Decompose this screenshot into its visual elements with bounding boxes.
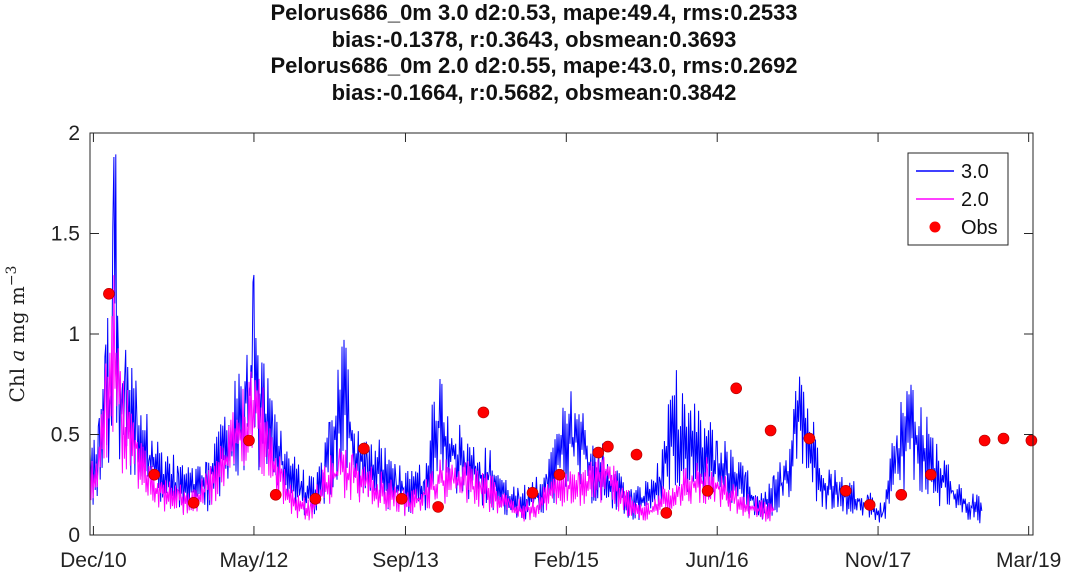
obs-point-25 — [978, 434, 991, 447]
series-line-3-0 — [89, 154, 983, 524]
legend-label-2: Obs — [961, 217, 998, 239]
obs-point-8 — [395, 492, 408, 505]
obs-point-2 — [148, 468, 161, 481]
x-tick-label-6: Mar/19 — [996, 549, 1061, 572]
obs-point-11 — [526, 486, 539, 499]
axis-ticks: 0 0.5 1 1.5 2 Dec/10 May/12 Sep/13 Feb/15 Jun/16 N… — [51, 122, 1062, 572]
title-line-1: Pelorus686_0m 3.0 d2:0.53, mape:49.4, rm… — [270, 0, 798, 25]
obs-point-10 — [477, 406, 490, 419]
y-tick-label-4: 2 — [68, 122, 80, 145]
x-tick-label-1: May/12 — [220, 549, 289, 572]
obs-point-14 — [602, 440, 614, 453]
obs-point-24 — [924, 468, 937, 481]
obs-point-1 — [103, 287, 115, 300]
obs-point-27 — [1025, 434, 1038, 447]
title-line-4: bias:-0.1664, r:0.5682, obsmean:0.3842 — [331, 79, 737, 105]
obs-point-21 — [839, 484, 852, 497]
legend-swatch-2 — [929, 221, 941, 233]
obs-point-13 — [592, 446, 605, 459]
chart-title: Pelorus686_0m 3.0 d2:0.53, mape:49.4, rm… — [0, 0, 1068, 106]
title-line-2: bias:-0.1378, r:0.3643, obsmean:0.3693 — [331, 26, 737, 52]
obs-point-19 — [764, 424, 777, 437]
obs-point-7 — [358, 442, 370, 455]
obs-point-26 — [997, 432, 1010, 445]
obs-point-12 — [553, 468, 566, 481]
y-tick-label-3: 1.5 — [51, 223, 80, 246]
obs-point-18 — [730, 382, 743, 395]
x-tick-label-2: Sep/13 — [372, 549, 439, 572]
obs-point-15 — [630, 448, 643, 461]
obs-point-16 — [660, 507, 673, 519]
y-axis-label: Chl a mg m−3 — [4, 266, 29, 403]
y-tick-label-2: 1 — [68, 323, 80, 346]
title-line-3: Pelorus686_0m 2.0 d2:0.55, mape:43.0, rm… — [270, 53, 798, 78]
obs-point-4 — [243, 434, 255, 447]
obs-point-20 — [803, 432, 816, 445]
x-tick-label-4: Jun/16 — [686, 549, 749, 572]
x-tick-label-3: Feb/15 — [534, 549, 599, 572]
legend-label-0: 3.0 — [961, 161, 989, 183]
observation-markers — [103, 287, 1038, 519]
obs-point-5 — [269, 488, 282, 501]
x-tick-label-5: Nov/17 — [845, 549, 912, 572]
obs-point-17 — [701, 484, 714, 497]
series-layer — [89, 154, 983, 524]
legend: 3.0 2.0 Obs — [907, 152, 1009, 246]
obs-point-9 — [432, 501, 444, 513]
obs-point-22 — [863, 499, 876, 511]
obs-point-6 — [309, 492, 322, 505]
y-tick-label-1: 0.5 — [51, 424, 80, 447]
x-tick-label-0: Dec/10 — [60, 549, 127, 572]
obs-point-23 — [895, 488, 908, 501]
series-line-2-0 — [89, 275, 775, 522]
y-tick-label-0: 0 — [68, 524, 80, 547]
obs-point-3 — [187, 496, 200, 509]
legend-label-1: 2.0 — [961, 189, 989, 211]
